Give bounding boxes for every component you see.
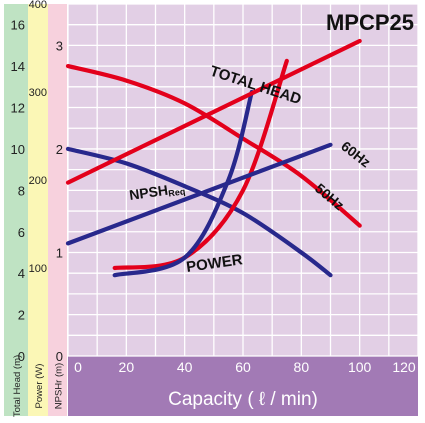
- total-head-axis-strip: [4, 4, 28, 416]
- curve-power-60hz: [65, 38, 362, 185]
- npshr-tick-label: 3: [56, 38, 63, 53]
- power-tick-label: 200: [29, 175, 47, 187]
- x-axis-title: Capacity ( ℓ / min): [168, 389, 318, 410]
- npshr-tick-label: 2: [56, 142, 63, 157]
- x-tick-label: 0: [74, 359, 82, 375]
- chart-title: MPCP25: [326, 10, 414, 35]
- power-tick-label: 400: [29, 0, 47, 11]
- x-axis-bar: [68, 356, 418, 416]
- total-head-tick-label: 0: [18, 349, 25, 364]
- total-head-tick-label: 4: [18, 266, 25, 281]
- power-axis-strip: [28, 4, 48, 416]
- total-head-tick-label: 14: [11, 59, 25, 74]
- npshr-axis-title: NPSHr (m): [54, 363, 65, 409]
- x-tick-label: 20: [119, 359, 135, 375]
- curve-total-head-60hz: [65, 63, 362, 228]
- x-tick-label: 120: [392, 359, 416, 375]
- x-tick-label: 40: [177, 359, 193, 375]
- npshr-axis-strip: [48, 4, 67, 416]
- power-tick-label: 300: [29, 87, 47, 99]
- npshr-tick-label: 1: [56, 245, 63, 260]
- label-npsh-req: NPSHReq: [128, 179, 186, 204]
- x-tick-label: 100: [348, 359, 372, 375]
- total-head-tick-label: 2: [18, 308, 25, 323]
- curve-npshreq-50hz: [112, 89, 254, 278]
- curve-npshreq-60hz: [112, 58, 289, 271]
- power-tick-label: 100: [29, 263, 47, 275]
- total-head-tick-label: 6: [18, 225, 25, 240]
- x-tick-label: 80: [294, 359, 310, 375]
- power-axis-title: Power (W): [34, 364, 45, 409]
- total-head-axis-title: Total Head (m): [12, 355, 23, 417]
- chart-curves: [65, 38, 362, 278]
- total-head-tick-label: 12: [11, 101, 25, 116]
- curve-total-head-50hz: [65, 146, 333, 278]
- total-head-tick-label: 10: [11, 142, 25, 157]
- x-tick-label: 60: [235, 359, 251, 375]
- chart-grid: [67, 3, 419, 357]
- curve-power-50hz: [65, 142, 333, 246]
- total-head-tick-label: 8: [18, 183, 25, 198]
- total-head-tick-label: 16: [11, 18, 25, 33]
- npshr-tick-label: 0: [56, 349, 63, 364]
